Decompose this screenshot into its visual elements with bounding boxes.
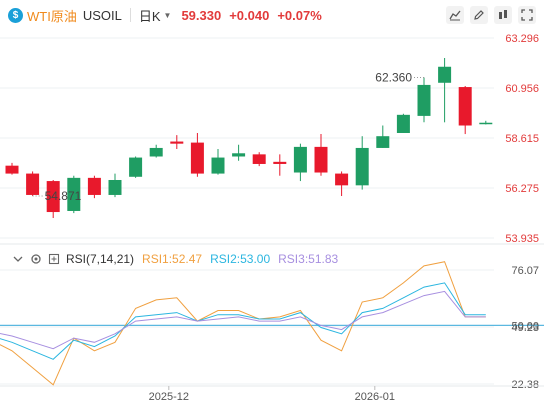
x-tick-label: 2025-12 [149,391,189,403]
edit-icon[interactable] [470,6,488,24]
candle-body [129,157,143,177]
candle-body [438,66,452,83]
rsi1-value: RSI1:52.47 [142,252,203,266]
y-tick-label: 53.935 [505,233,539,245]
candle-body [458,87,472,126]
rsi-series-line [0,290,486,350]
y-tick-label: 76.07 [511,265,539,277]
y-tick-label: 60.956 [505,83,539,95]
low-annotation: 54.871 [45,189,82,203]
last-price: 59.330 [181,7,222,23]
instrument-symbol: USOIL [82,7,122,23]
candle-body [273,161,287,164]
period-label: 日K [138,8,161,24]
period-selector[interactable]: 日K ▼ [139,6,172,25]
toolbar [446,6,536,24]
y-tick-label: 58.615 [505,133,539,145]
candle-body [335,173,349,186]
y-tick-label: 22.38 [511,379,539,391]
candle-body [46,181,60,213]
candle-body [190,142,204,174]
dollar-icon: $ [8,7,23,23]
rsi-label: RSI(7,14,21) [66,252,135,266]
rsi2-value: RSI2:53.00 [210,252,271,266]
rsi-series-line [0,282,486,360]
candle-body [355,147,369,186]
rsi-reference-label: 50.00 [511,320,539,332]
price-change-percent: +0.07% [277,7,322,23]
candle-body [376,136,390,148]
candle-body [5,165,19,174]
y-tick-label: 63.296 [505,33,539,45]
candle-body [314,146,328,173]
candle-body [211,157,225,174]
rsi3-value: RSI3:51.83 [278,252,339,266]
rsi-legend: RSI(7,14,21) RSI1:52.47 RSI2:53.00 RSI3:… [12,252,338,266]
candle-body [26,173,40,195]
candle-body [252,154,266,164]
instrument-name: WTI原油 [27,8,77,24]
candle-body [67,177,81,211]
candle-body [87,177,101,195]
x-tick-label: 2026-01 [355,391,395,403]
candle-body [170,141,184,144]
chart-header: $ WTI原油 USOIL 日K ▼ 59.330 +0.040 +0.07% [0,0,544,30]
candle-body [149,147,163,157]
candle-body [293,146,307,173]
settings-icon[interactable] [30,253,42,265]
candle-body [417,84,431,116]
line-chart-icon[interactable] [446,6,464,24]
fullscreen-icon[interactable] [518,6,536,24]
candle-body [396,114,410,133]
divider [129,8,131,22]
y-tick-label: 56.275 [505,183,539,195]
caret-down-icon: ▼ [163,10,172,20]
chevron-down-icon[interactable] [12,253,24,265]
high-annotation: 62.360 [375,70,412,84]
candle-body [108,179,122,195]
expand-icon[interactable] [48,253,60,265]
instrument-selector[interactable]: $ WTI原油 USOIL [8,6,122,25]
candle-body [232,153,246,157]
compare-icon[interactable] [494,6,512,24]
candle-body [479,122,493,125]
rsi-series-line [0,261,486,386]
price-change: +0.040 [229,7,270,23]
